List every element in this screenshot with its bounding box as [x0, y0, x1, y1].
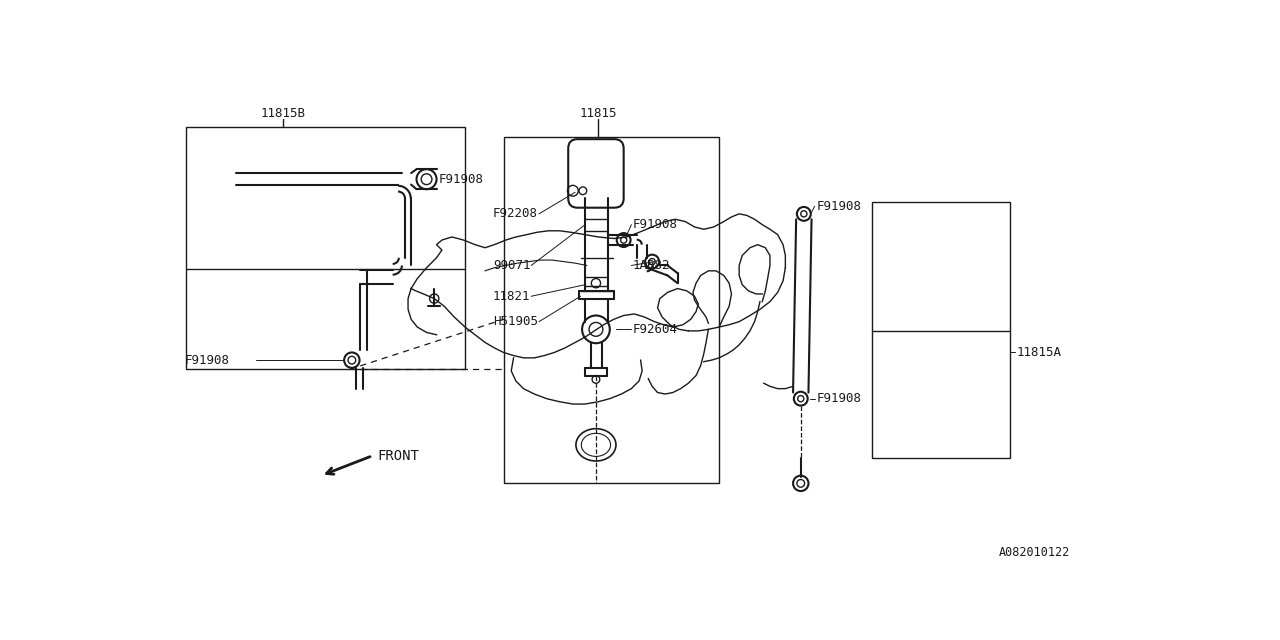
Text: H51905: H51905 [493, 315, 538, 328]
Text: F91908: F91908 [439, 173, 484, 186]
Text: F92208: F92208 [493, 207, 538, 220]
Bar [187, 127, 465, 369]
Text: F92604: F92604 [632, 323, 678, 336]
Text: 11821: 11821 [493, 290, 530, 303]
Text: 1AB82: 1AB82 [632, 259, 671, 272]
Text: A082010122: A082010122 [998, 546, 1070, 559]
Text: 11815: 11815 [580, 108, 617, 120]
Text: F91908: F91908 [817, 200, 861, 212]
Text: F91908: F91908 [184, 354, 230, 367]
Text: 99071: 99071 [493, 259, 530, 272]
Bar [503, 137, 719, 483]
Text: 11815A: 11815A [1016, 346, 1061, 359]
Text: F91908: F91908 [817, 392, 861, 405]
Text: F91908: F91908 [632, 218, 678, 231]
Text: 11815B: 11815B [260, 108, 305, 120]
Text: FRONT: FRONT [378, 449, 419, 463]
Bar [872, 202, 1010, 458]
